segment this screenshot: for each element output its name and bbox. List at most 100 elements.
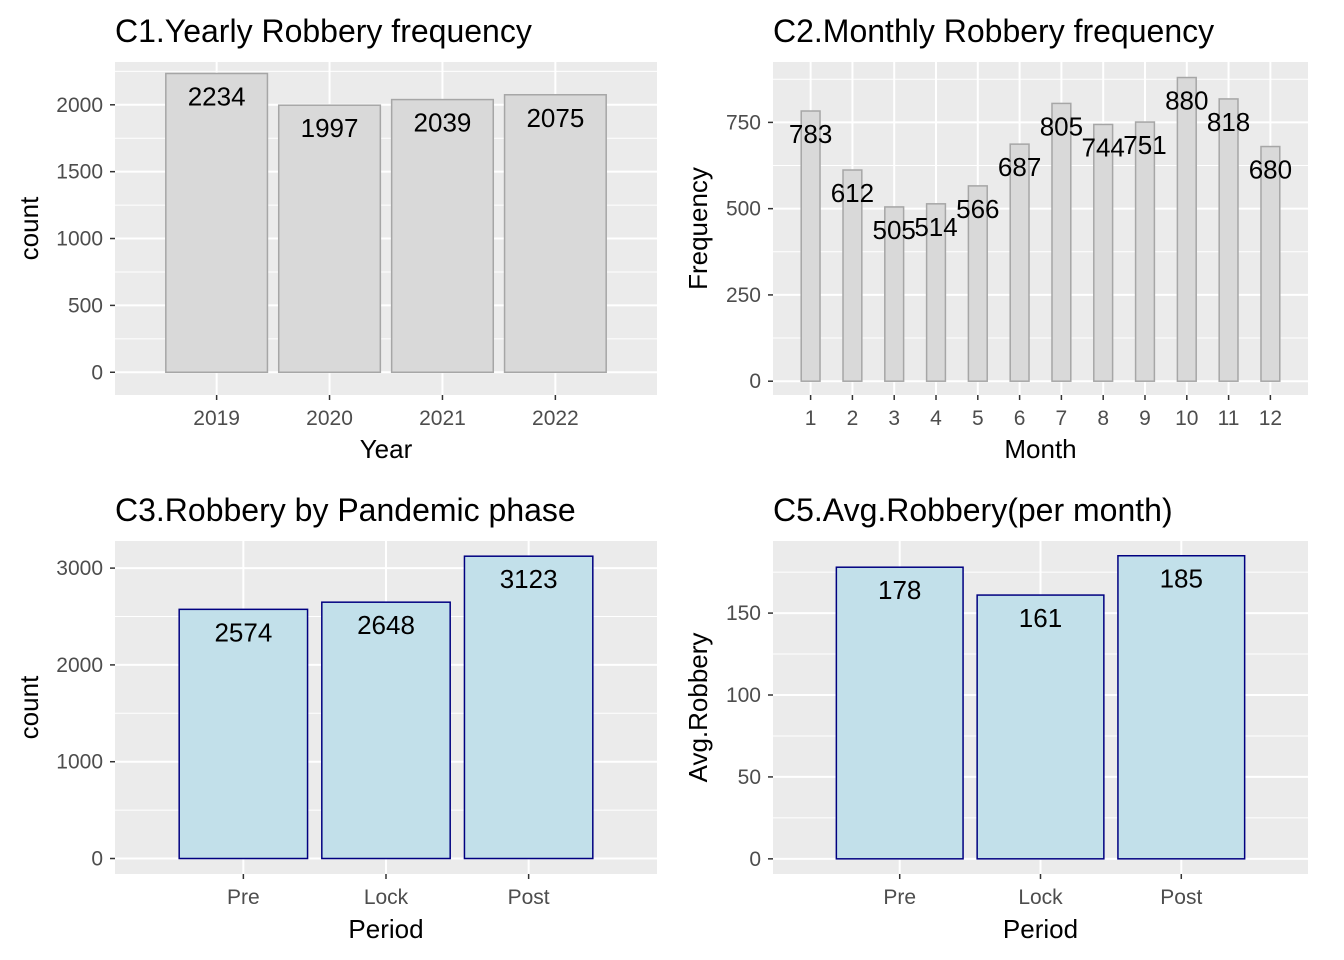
x-tick-label: 1 [805,407,817,430]
y-axis-label: Frequency [683,167,713,290]
x-tick-label: Post [1160,886,1202,909]
bar-3 [884,206,905,382]
data-label: 880 [1165,86,1208,116]
bar-8 [1093,123,1114,382]
x-axis-label: Period [1003,914,1078,944]
data-label: 566 [956,194,999,224]
x-tick-label: 2 [847,407,859,430]
bar-9 [1134,121,1156,382]
bar-2 [842,169,863,382]
data-label: 687 [998,152,1041,182]
data-label: 2234 [188,82,246,112]
x-tick-label: 2020 [306,407,353,430]
chart-title: C5.Avg.Robbery(per month) [773,492,1173,528]
data-label: 2075 [526,103,584,133]
y-tick-label: 0 [749,848,761,871]
x-tick-label: 8 [1097,407,1109,430]
data-label: 680 [1249,155,1292,185]
bar-2021 [390,98,495,374]
data-label: 1997 [301,113,359,143]
y-tick-label: 100 [726,684,761,707]
chart-c5: 0 50 100 150 Pre Lock Post 178 161 185 C5.Avg.Robb… [683,492,1308,944]
y-tick-label: 3000 [56,557,103,580]
data-label: 751 [1123,130,1166,160]
y-tick-label: 2000 [56,94,103,117]
data-label: 2574 [214,617,272,647]
y-tick-label: 0 [91,848,103,871]
y-axis-label: count [14,675,44,739]
x-tick-label: 12 [1259,407,1282,430]
bar-Lock [976,594,1105,860]
bar-7 [1051,102,1072,382]
x-axis-label: Period [348,914,423,944]
y-axis-label: count [14,196,44,260]
chart-c1: 0 500 1000 1500 2000 2019 2020 2021 2022 2234 1997… [14,13,657,464]
y-tick-label: 50 [738,766,761,789]
x-tick-label: 6 [1014,407,1026,430]
x-tick-label: Post [508,886,550,909]
bar-2019 [165,72,269,374]
x-tick-label: 3 [888,407,900,430]
bar-Post [1117,554,1246,860]
y-tick-label: 1000 [56,228,103,251]
x-axis-label: Month [1004,434,1076,464]
bar-Post [463,555,594,860]
x-tick-label: Lock [364,886,409,909]
y-tick-label: 0 [749,370,761,393]
chart-title: C3.Robbery by Pandemic phase [115,492,576,528]
y-tick-label: 2000 [56,654,103,677]
bar-Pre [835,566,964,860]
data-label: 178 [878,575,921,605]
y-tick-label: 250 [726,284,761,307]
data-label: 805 [1040,111,1083,141]
bar-5 [967,185,988,382]
x-tick-label: 2021 [419,407,466,430]
data-label: 783 [789,119,832,149]
data-label: 818 [1207,107,1250,137]
y-axis-label: Avg.Robbery [683,633,713,783]
y-tick-label: 1500 [56,161,103,184]
bar-2020 [277,104,382,374]
y-tick-label: 500 [68,294,103,317]
bar-2022 [503,94,607,374]
y-tick-label: 0 [91,361,103,384]
x-tick-label: Lock [1018,886,1063,909]
data-label: 161 [1019,603,1062,633]
x-tick-label: 4 [930,407,942,430]
data-label: 185 [1160,564,1203,594]
bar-Lock [321,601,451,860]
y-tick-label: 750 [726,111,761,134]
data-label: 514 [914,212,957,242]
x-tick-label: 2022 [532,407,579,430]
data-label: 505 [873,215,916,245]
data-label: 744 [1082,132,1125,162]
bar-Pre [178,608,309,860]
x-tick-label: Pre [227,886,260,909]
x-tick-label: 9 [1139,407,1151,430]
bar-12 [1260,145,1281,382]
chart-title: C2.Monthly Robbery frequency [773,13,1214,49]
bar-4 [925,203,947,382]
x-tick-label: 11 [1218,407,1240,430]
bar-11 [1218,98,1239,382]
x-tick-label: Pre [883,886,916,909]
data-label: 2648 [357,610,415,640]
x-tick-label: 10 [1175,407,1198,430]
y-tick-label: 500 [726,198,761,221]
chart-title: C1.Yearly Robbery frequency [115,13,532,49]
x-tick-label: 5 [972,407,984,430]
chart-c3: 0 1000 2000 3000 Pre Lock Post 2574 2648 3123 C3.R… [14,492,657,944]
y-tick-label: 150 [726,602,761,625]
bar-10 [1176,76,1197,382]
x-tick-label: 7 [1056,407,1068,430]
data-label: 3123 [500,564,558,594]
bar-6 [1009,143,1030,382]
data-label: 2039 [414,108,472,138]
data-label: 612 [831,178,874,208]
bar-1 [800,110,821,382]
x-tick-label: 2019 [193,407,240,430]
x-axis-label: Year [360,434,413,464]
y-tick-label: 1000 [56,751,103,774]
